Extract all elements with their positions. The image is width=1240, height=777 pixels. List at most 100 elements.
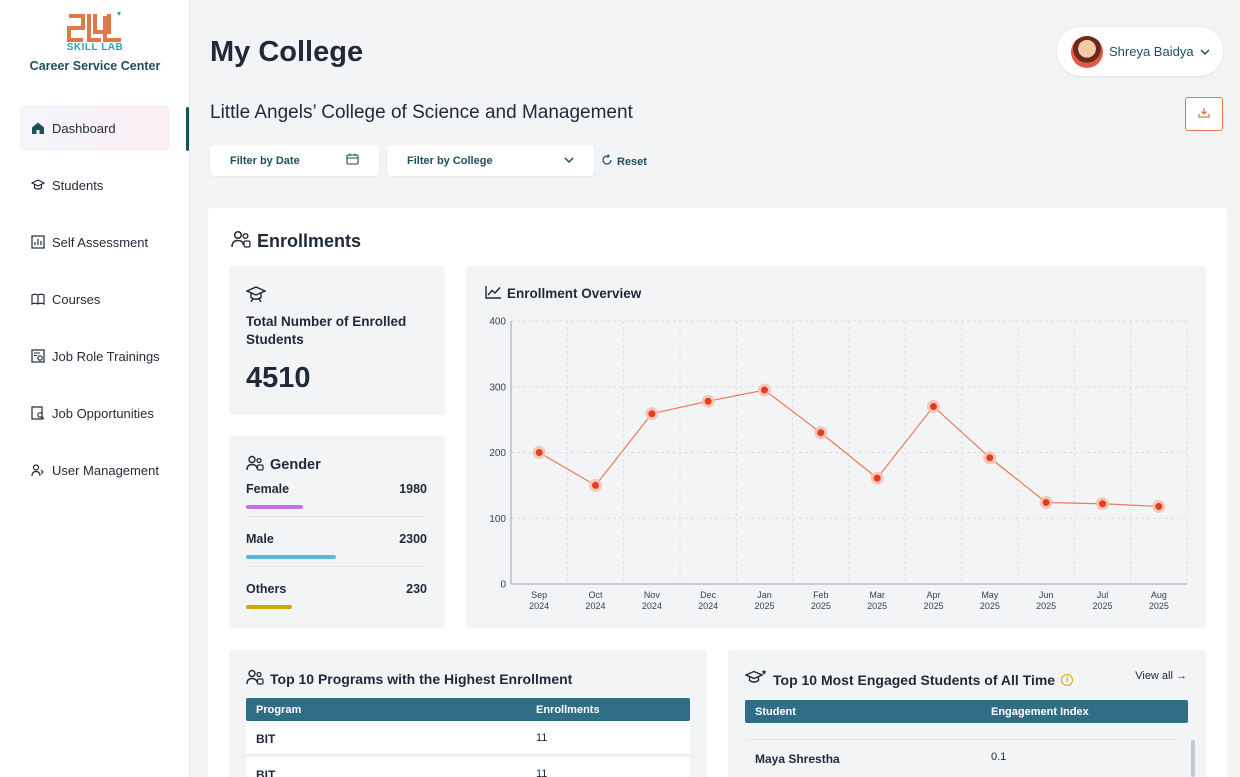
x-tick-label: Oct <box>588 590 603 600</box>
reset-label: Reset <box>617 155 647 168</box>
logo[interactable]: SKILL LAB Career Service Center <box>0 10 190 73</box>
table-row: Maya Shrestha 0.1 <box>745 739 1179 777</box>
x-tick-label: 2024 <box>642 601 662 611</box>
gender-name: Female <box>246 482 290 496</box>
training-icon <box>31 349 45 363</box>
line-chart-icon <box>485 285 502 302</box>
chevron-down-icon <box>1200 44 1210 59</box>
x-tick-label: 2025 <box>811 601 831 611</box>
programs-title: Top 10 Programs with the Highest Enrollm… <box>246 669 572 688</box>
y-tick-label: 400 <box>489 317 506 328</box>
total-students-label: Total Number of Enrolled Students <box>246 314 407 347</box>
chart-title: Enrollment Overview <box>485 285 641 302</box>
program-enrollments: 11 <box>536 768 548 777</box>
gender-value: 1980 <box>399 482 427 496</box>
x-tick-label: Feb <box>813 590 829 600</box>
filter-by-college[interactable]: Filter by College <box>387 145 594 176</box>
download-button[interactable] <box>1185 97 1223 131</box>
divider <box>246 516 427 517</box>
program-name: BIT <box>256 768 276 777</box>
table-row: BIT 11 <box>246 757 690 777</box>
engagement-index: 0.1 <box>991 751 1007 763</box>
data-point <box>817 429 825 437</box>
data-point <box>704 397 712 405</box>
divider <box>246 566 427 567</box>
top-programs-card: Top 10 Programs with the Highest Enrollm… <box>229 650 707 777</box>
x-tick-label: Jun <box>1039 590 1054 600</box>
enrollment-overview-card: 0 100 200 300 400 Sep 2024 Oct 2024 Nov 2024 Dec 202… <box>466 266 1206 628</box>
student-name: Maya Shrestha <box>755 752 840 766</box>
top-students-card: Top 10 Most Engaged Students of All Time… <box>728 650 1206 777</box>
sidebar-item-courses[interactable]: Courses <box>20 276 170 322</box>
user-menu[interactable]: Shreya Baidya <box>1057 27 1223 76</box>
students-title-label: Top 10 Most Engaged Students of All Time <box>773 671 1056 688</box>
x-tick-label: 2025 <box>754 601 774 611</box>
gender-value: 230 <box>406 582 427 596</box>
programs-title-label: Top 10 Programs with the Highest Enrollm… <box>270 670 573 687</box>
data-point <box>986 454 994 462</box>
section-title-label: Enrollments <box>257 231 362 251</box>
section-title: Enrollments <box>231 230 361 253</box>
graduation-cap-icon <box>31 178 45 192</box>
program-enrollments: 11 <box>536 732 548 744</box>
x-tick-label: 2025 <box>1036 601 1056 611</box>
y-tick-label: 100 <box>489 514 506 525</box>
users-icon <box>231 230 251 253</box>
data-point <box>592 481 599 489</box>
gender-card: Gender Female 1980 Male 2300 Others 230 <box>229 436 445 628</box>
sidebar-item-label: Courses <box>52 291 101 307</box>
download-icon <box>1198 105 1210 123</box>
skill-lab-logo-icon <box>67 12 121 42</box>
x-tick-label: 2025 <box>1092 601 1112 611</box>
y-tick-label: 0 <box>500 580 506 591</box>
y-tick-label: 300 <box>489 382 506 393</box>
gender-bar <box>246 555 336 559</box>
users-icon <box>246 455 264 475</box>
x-tick-label: Jul <box>1097 590 1109 600</box>
sidebar-item-label: Self Assessment <box>52 234 149 250</box>
column-header: Program <box>256 704 302 716</box>
gender-bar <box>246 505 303 509</box>
info-icon[interactable]: i <box>1061 673 1074 686</box>
x-tick-label: 2025 <box>980 601 1000 611</box>
college-name: Little Angels’ College of Science and Ma… <box>210 102 633 123</box>
gender-name: Male <box>246 532 274 546</box>
filter-college-label: Filter by College <box>407 154 493 167</box>
sidebar-item-job-role-trainings[interactable]: Job Role Trainings <box>20 333 170 379</box>
data-point <box>648 410 656 418</box>
sidebar-item-user-management[interactable]: User Management <box>20 447 170 493</box>
logo-text: SKILL LAB <box>66 42 124 53</box>
sidebar-item-label: User Management <box>52 462 159 478</box>
sidebar-item-self-assessment[interactable]: Self Assessment <box>20 219 170 265</box>
x-tick-label: Apr <box>926 590 940 600</box>
refresh-icon <box>601 154 613 169</box>
data-point <box>930 402 937 410</box>
view-all-link[interactable]: View all → <box>1135 670 1187 682</box>
data-point <box>761 386 768 394</box>
sidebar-item-label: Students <box>52 177 104 193</box>
sidebar-item-job-opportunities[interactable]: Job Opportunities <box>20 390 170 436</box>
reset-button[interactable]: Reset <box>601 154 647 169</box>
column-header: Student <box>755 706 796 718</box>
enrollment-line-chart: 0100200300400Sep2024Oct2024Nov2024Dec202… <box>489 317 1188 611</box>
sidebar-item-students[interactable]: Students <box>20 162 170 208</box>
calendar-icon <box>346 153 359 168</box>
students-title: Top 10 Most Engaged Students of All Time… <box>744 669 1074 690</box>
x-tick-label: 2024 <box>698 601 718 611</box>
data-point <box>873 474 881 482</box>
gender-title-label: Gender <box>270 457 321 473</box>
series-line <box>538 389 1159 508</box>
scrollbar[interactable] <box>1191 740 1195 777</box>
total-students-value: 4510 <box>246 362 311 394</box>
sidebar-item-dashboard[interactable]: Dashboard <box>20 105 170 151</box>
gender-value: 2300 <box>399 532 427 546</box>
brand-subtitle: Career Service Center <box>29 59 161 73</box>
programs-table-header: Program Enrollments <box>246 698 690 721</box>
x-tick-label: 2025 <box>867 601 887 611</box>
gender-row-male: Male 2300 <box>246 532 427 582</box>
column-header: Enrollments <box>536 704 600 716</box>
filter-by-date[interactable]: Filter by Date <box>210 145 379 176</box>
avatar <box>1071 35 1103 68</box>
sidebar-nav: Dashboard Students Self Assessment Cours… <box>20 105 170 504</box>
data-point <box>535 449 543 456</box>
